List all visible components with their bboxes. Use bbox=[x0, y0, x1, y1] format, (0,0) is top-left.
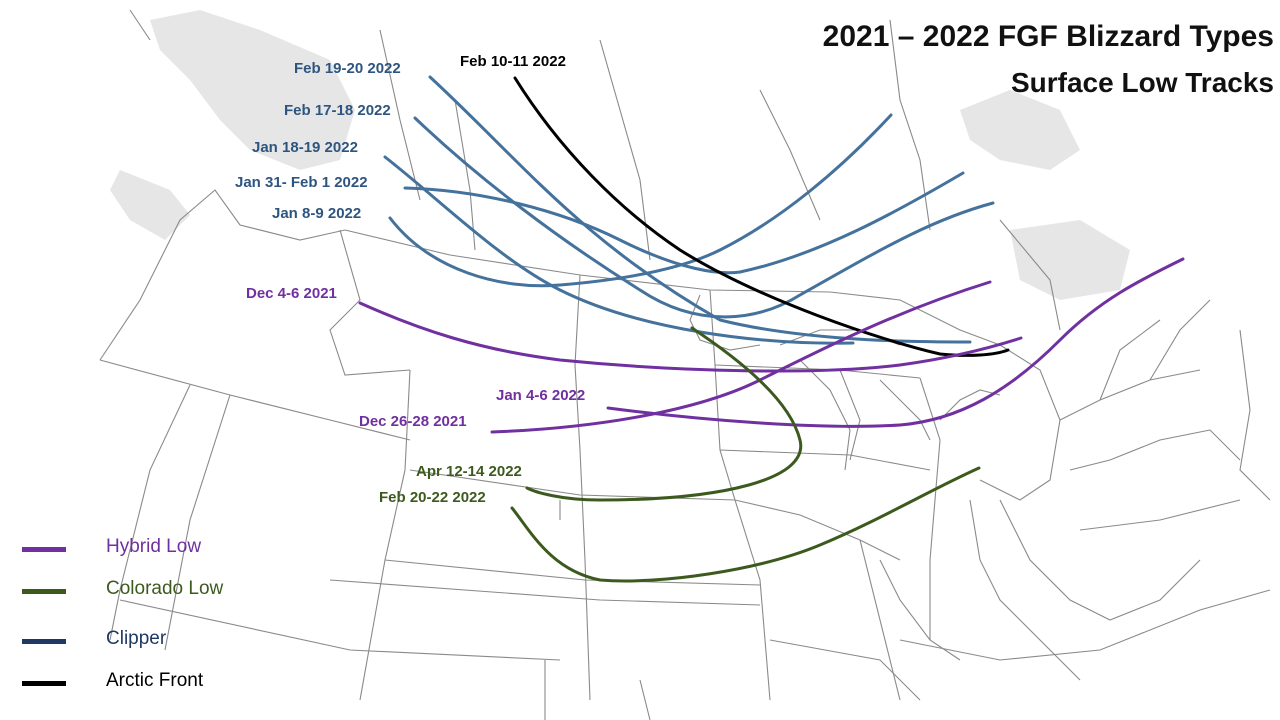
legend-label: Arctic Front bbox=[106, 670, 204, 691]
track-labels: Feb 19-20 2022 Feb 10-11 2022 Feb 17-18 … bbox=[235, 53, 585, 506]
legend-item-clipper: Clipper bbox=[22, 628, 282, 652]
map-title: 2021 – 2022 FGF Blizzard Types Surface L… bbox=[823, 14, 1274, 106]
track-clipper-jan-8-9 bbox=[388, 113, 893, 288]
track-hybrid-dec-4-6 bbox=[358, 301, 1023, 373]
legend-line-swatch-icon bbox=[22, 681, 66, 686]
track-label: Jan 31- Feb 1 2022 bbox=[235, 174, 368, 191]
legend-item-arctic: Arctic Front bbox=[22, 670, 282, 694]
legend-item-hybrid: Hybrid Low bbox=[22, 536, 282, 560]
track-label: Jan 8-9 2022 bbox=[272, 205, 361, 222]
legend-item-colorado: Colorado Low bbox=[22, 578, 282, 602]
legend-line-swatch-icon bbox=[22, 547, 66, 552]
track-colorado-feb-20-22 bbox=[510, 466, 981, 583]
legend-label: Colorado Low bbox=[106, 578, 224, 599]
track-label: Feb 10-11 2022 bbox=[460, 53, 566, 70]
shaded-land bbox=[110, 10, 1130, 300]
legend-line-swatch-icon bbox=[22, 639, 66, 644]
track-label: Jan 4-6 2022 bbox=[496, 387, 585, 404]
title-line-1: 2021 – 2022 FGF Blizzard Types bbox=[822, 20, 1274, 53]
track-label: Jan 18-19 2022 bbox=[252, 139, 358, 156]
track-label: Feb 17-18 2022 bbox=[284, 102, 391, 119]
track-label: Dec 4-6 2021 bbox=[246, 285, 337, 302]
track-clipper-jan-18-19 bbox=[383, 155, 855, 345]
track-label: Feb 20-22 2022 bbox=[379, 489, 486, 506]
track-label: Dec 26-28 2021 bbox=[359, 413, 467, 430]
storm-tracks bbox=[358, 75, 1185, 583]
track-clipper-feb-17-18 bbox=[413, 116, 995, 319]
track-hybrid-dec-26-28 bbox=[490, 280, 992, 434]
legend-label: Clipper bbox=[106, 628, 167, 649]
track-label: Feb 19-20 2022 bbox=[294, 60, 401, 77]
track-arctic-feb-10-11 bbox=[513, 76, 1010, 357]
legend-label: Hybrid Low bbox=[106, 536, 202, 557]
track-colorado-apr-12-14 bbox=[525, 326, 803, 502]
track-hybrid-jan-4-6 bbox=[606, 257, 1185, 428]
legend-line-swatch-icon bbox=[22, 589, 66, 594]
track-label: Apr 12-14 2022 bbox=[416, 463, 522, 480]
title-line-2: Surface Low Tracks bbox=[1010, 67, 1274, 98]
track-clipper-jan-31 bbox=[403, 171, 965, 275]
